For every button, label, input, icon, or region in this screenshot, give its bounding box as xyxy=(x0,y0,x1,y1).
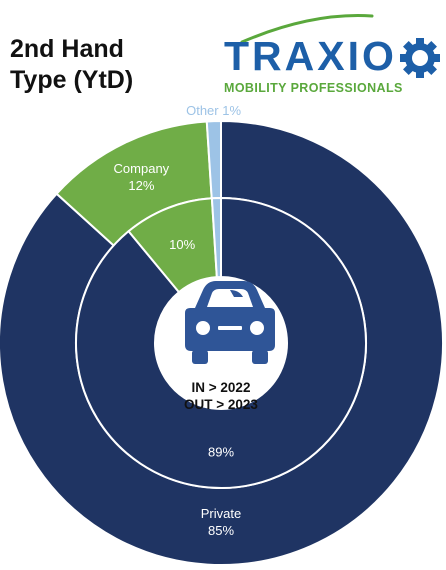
logo-wordmark: TRAXIO xyxy=(224,33,397,79)
chart-title-line-2: Type (YtD) xyxy=(10,66,134,94)
outer-ring-label-company: Company 12% xyxy=(114,161,170,193)
chart-labels: Private 85% Company 12% Other 1% 89% 10% xyxy=(114,103,242,538)
outer-ring-label-private: Private 85% xyxy=(201,506,241,538)
center-label-line-2: OUT > 2023 xyxy=(184,397,258,412)
inner-ring-label-company: 10% xyxy=(169,237,195,252)
logo-tagline: MOBILITY PROFESSIONALS xyxy=(224,81,403,95)
logo-swoosh-icon xyxy=(240,14,374,44)
car-icon xyxy=(185,281,275,364)
center-label-line-1: IN > 2022 xyxy=(192,380,251,395)
outer-ring-label-other: Other 1% xyxy=(186,103,241,118)
logo-gear-icon xyxy=(400,38,440,78)
inner-ring-label-private: 89% xyxy=(208,445,234,460)
traxio-logo: TRAXIO MOBILITY PROFESSIONALS xyxy=(222,8,440,100)
chart-title-line-1: 2nd Hand xyxy=(10,35,124,63)
inner-ring xyxy=(75,196,367,489)
chart-title: 2nd Hand Type (YtD) xyxy=(10,34,180,96)
